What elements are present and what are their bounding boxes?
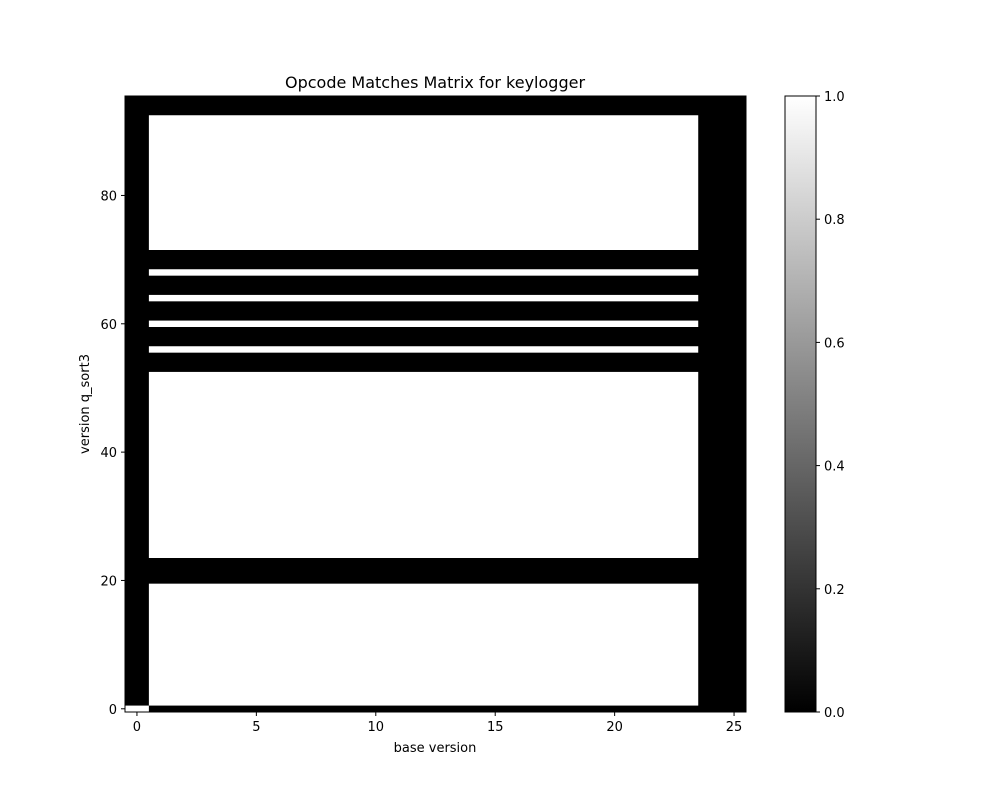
y-tick-label: 40 <box>100 446 117 461</box>
y-tick-label: 80 <box>100 189 117 204</box>
heatmap-cell-block <box>148 346 699 353</box>
colorbar-tick-label: 0.0 <box>824 706 845 721</box>
y-axis-label: version q_sort3 <box>78 354 93 454</box>
y-tick-label: 20 <box>100 574 117 589</box>
x-tick-label: 0 <box>133 720 141 735</box>
heatmap-cells <box>125 96 746 712</box>
colorbar-tick-label: 0.8 <box>824 213 845 228</box>
x-tick-label: 5 <box>252 720 260 735</box>
x-tick-label: 20 <box>606 720 623 735</box>
colorbar <box>784 95 817 713</box>
x-tick-label: 10 <box>368 720 385 735</box>
heatmap-cell-block <box>148 269 699 276</box>
heatmap-cell-block <box>148 583 699 706</box>
heatmap-cell-block <box>148 115 699 250</box>
plot-frame <box>124 95 747 713</box>
colorbar-tick-label: 0.2 <box>824 583 845 598</box>
heatmap-cell-block <box>148 371 699 558</box>
x-tick-label: 25 <box>726 720 743 735</box>
colorbar-tick-label: 1.0 <box>824 90 845 105</box>
y-tick-label: 0 <box>109 703 117 718</box>
y-tick-label: 60 <box>100 318 117 333</box>
colorbar-ticks: 0.0 0.2 0.4 0.6 0.8 1.0 <box>816 90 845 721</box>
colorbar-tick-label: 0.4 <box>824 460 845 475</box>
colorbar-tick-label: 0.6 <box>824 336 845 351</box>
x-axis-label: base version <box>394 741 477 756</box>
chart-title: Opcode Matches Matrix for keylogger <box>285 73 585 92</box>
x-axis-ticks: 0 5 10 15 20 25 <box>133 712 743 735</box>
heatmap-cell-block <box>125 705 149 712</box>
heatmap-cell-block <box>148 294 699 302</box>
x-tick-label: 15 <box>487 720 504 735</box>
y-axis-ticks: 0 20 40 60 80 <box>100 189 125 718</box>
heatmap-cell-block <box>148 320 699 327</box>
